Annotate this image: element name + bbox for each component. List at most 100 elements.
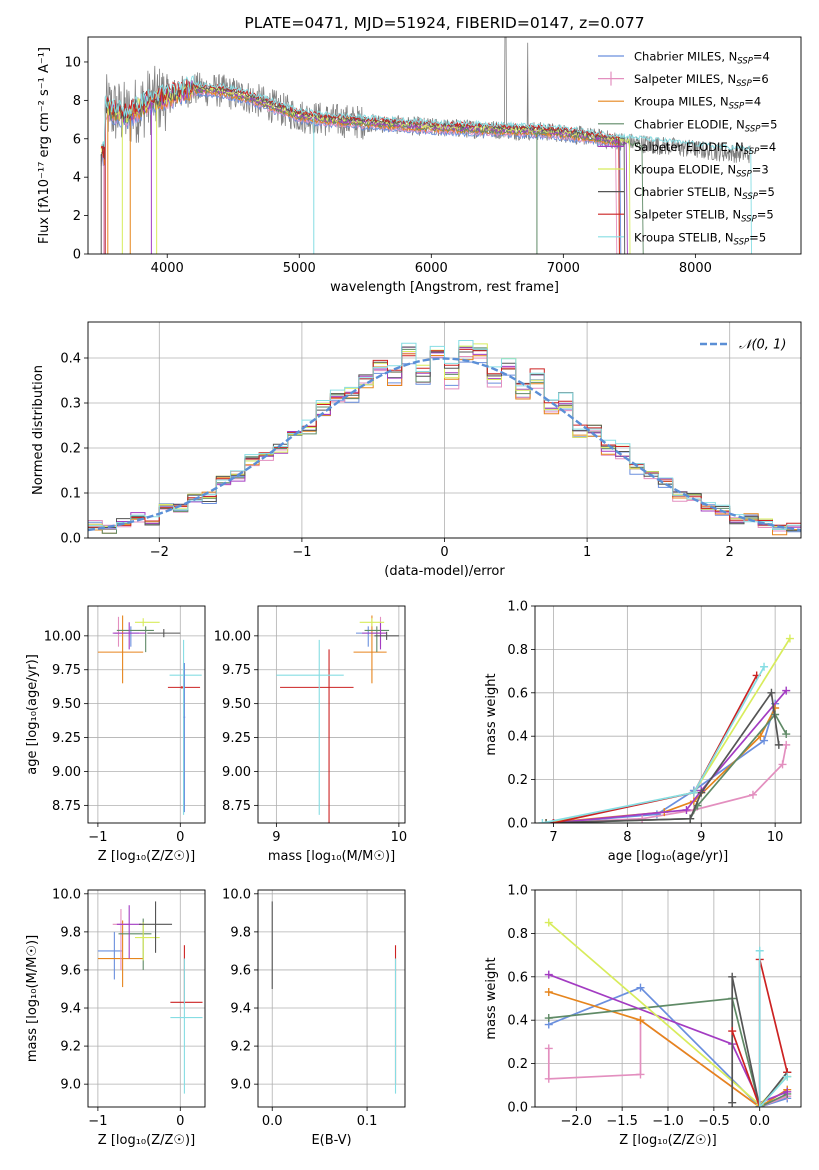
y-tick-label: 9.8 xyxy=(60,925,81,940)
y-tick-label: 9.50 xyxy=(222,697,251,712)
y-tick-label: 1.0 xyxy=(507,884,528,899)
errorbars-age_vs_Z xyxy=(97,615,202,815)
model-spectrum-line xyxy=(100,83,644,254)
axes-mass_vs_ebv: 0.0 0.1 9.0 9.2 9.4 9.6 9.8 10.0 E(B-V) xyxy=(222,887,405,1148)
weight-point-marker xyxy=(636,1016,645,1025)
spectrum-lines xyxy=(100,37,752,254)
legend-nssp-value: 5 xyxy=(770,117,777,131)
plot-frame-age_vs_mass xyxy=(257,605,406,824)
histogram-series xyxy=(88,340,801,530)
axes-weight_vs_Z: −2.0 −1.5 −1.0 −0.5 0.0 0.0 0.2 0.4 0.6 0.8 1.0 Z [… xyxy=(484,884,801,1148)
y-tick-label: 10.00 xyxy=(44,629,81,644)
weight-point-marker xyxy=(544,970,553,979)
x-tick-label: 5000 xyxy=(283,261,316,276)
weight-point-marker xyxy=(682,805,691,814)
weight-point-marker xyxy=(728,972,737,981)
legend-series-name: Kroupa ELODIE xyxy=(634,163,720,177)
weight-series-line xyxy=(553,703,776,823)
x-tick-label: −1 xyxy=(88,1114,107,1129)
legend-nssp-eq: = xyxy=(759,140,769,154)
x-tick-label: 0.0 xyxy=(262,1114,283,1129)
x-tick-label: −1.0 xyxy=(652,1114,684,1129)
legend-label: Chabrier MILES, NSSP=4 xyxy=(634,50,770,67)
weight-point-marker xyxy=(767,688,776,697)
legend-nssp-prefix: , N xyxy=(721,50,737,64)
legend-label: Kroupa STELIB, NSSP=5 xyxy=(634,230,766,247)
x-tick-label: 6000 xyxy=(415,261,448,276)
x-tick-label: 0 xyxy=(176,830,184,845)
y-tick-label: 8.75 xyxy=(52,799,81,814)
weight-point-marker xyxy=(783,1087,792,1096)
legend-nssp-sub: SSP xyxy=(744,147,760,157)
weight-series-line xyxy=(758,950,788,1107)
errorbars-mass_vs_Z xyxy=(97,901,203,1094)
legend-label: Salpeter STELIB, NSSP=5 xyxy=(634,208,774,225)
y-tick-label: 9.25 xyxy=(222,731,251,746)
legend-nssp-value: 5 xyxy=(768,185,775,199)
model-spectrum-line xyxy=(100,83,620,254)
axes-spectrum: 4000 5000 6000 7000 8000 0 2 4 6 8 10 wavelength [A… xyxy=(37,47,712,295)
y-tick-label: 6 xyxy=(73,132,81,147)
x-axis-label: Z [log₁₀(Z/Z☉)] xyxy=(98,849,195,864)
weight-series-line xyxy=(548,997,788,1107)
legend-label: Kroupa MILES, NSSP=4 xyxy=(634,95,761,112)
y-tick-label: 0.2 xyxy=(507,1057,528,1072)
x-axis-label: age [log₁₀(age/yr)] xyxy=(608,849,729,864)
plot-frame-mass_vs_ebv xyxy=(257,889,406,1108)
legend-nssp-sub: SSP xyxy=(742,192,758,202)
weight-series-line xyxy=(548,991,788,1107)
legend-nssp-prefix: , N xyxy=(725,208,741,222)
legend-nssp-eq: = xyxy=(758,185,768,199)
x-tick-label: 7 xyxy=(549,830,557,845)
legend-nssp-value: 4 xyxy=(763,50,770,64)
legend-series-name: Salpeter MILES xyxy=(634,72,720,86)
weight-lines-weight_vs_Z xyxy=(544,918,792,1107)
axes-age_vs_Z: −1 0 8.75 9.00 9.25 9.50 9.75 10.00 Z [log₁₀(Z/Z… xyxy=(25,606,205,864)
legend-nssp-prefix: , N xyxy=(728,140,744,154)
legend-nssp-sub: SSP xyxy=(745,124,761,134)
legend-nssp-prefix: , N xyxy=(713,95,729,109)
y-tick-label: 0.3 xyxy=(60,397,81,412)
plot-frame-weight_vs_Z xyxy=(534,889,802,1108)
weight-point-marker xyxy=(782,730,791,739)
axes-age_vs_mass: 9 10 8.75 9.00 9.25 9.50 9.75 10.00 mass [log₁₀(… xyxy=(214,606,407,864)
y-axis-label: Flux [fλ10⁻¹⁷ erg cm⁻² s⁻¹ A⁻¹] xyxy=(37,47,52,244)
weight-point-marker xyxy=(544,1044,553,1053)
legend-label: Salpeter MILES, NSSP=6 xyxy=(634,72,769,89)
legend-nssp-prefix: , N xyxy=(720,163,736,177)
legend-nssp-eq: = xyxy=(752,72,762,86)
y-tick-label: 10.0 xyxy=(222,887,251,902)
y-tick-label: 10.00 xyxy=(214,629,251,644)
x-axis-label: wavelength [Angstrom, rest frame] xyxy=(330,280,559,295)
legend-nssp-prefix: , N xyxy=(718,230,734,244)
legend-label: 𝒩(0, 1) xyxy=(739,338,786,353)
legend-nssp-sub: SSP xyxy=(736,79,752,89)
y-tick-label: 9.8 xyxy=(230,925,251,940)
legend-series-name: Salpeter STELIB xyxy=(634,208,725,222)
weight-point-marker xyxy=(544,1074,553,1083)
x-tick-label: −0.5 xyxy=(698,1114,730,1129)
x-tick-label: 8 xyxy=(623,830,631,845)
weight-point-marker xyxy=(686,814,695,823)
legend-nssp-eq: = xyxy=(760,117,770,131)
histogram-steps xyxy=(88,340,801,536)
plot-frame-age_vs_Z xyxy=(87,605,206,824)
y-tick-label: 1.0 xyxy=(507,600,528,615)
y-tick-label: 9.6 xyxy=(60,963,81,978)
x-axis-label: Z [log₁₀(Z/Z☉)] xyxy=(98,1133,195,1148)
y-tick-label: 9.00 xyxy=(52,765,81,780)
y-tick-label: 0.6 xyxy=(507,686,528,701)
model-spectrum-line xyxy=(101,75,752,254)
y-tick-label: 9.2 xyxy=(230,1040,251,1055)
y-tick-label: 9.00 xyxy=(222,765,251,780)
y-tick-label: 0.4 xyxy=(507,1014,528,1029)
legend-nssp-eq: = xyxy=(757,208,767,222)
legend-nssp-value: 4 xyxy=(769,140,776,154)
y-tick-label: 0.6 xyxy=(507,970,528,985)
y-tick-label: 4 xyxy=(73,171,81,186)
plot-frame-mass_vs_Z xyxy=(87,889,206,1108)
y-axis-label: mass [log₁₀(M/M☉)] xyxy=(25,935,40,1062)
x-tick-label: 7000 xyxy=(547,261,580,276)
model-spectrum-line xyxy=(100,80,628,254)
